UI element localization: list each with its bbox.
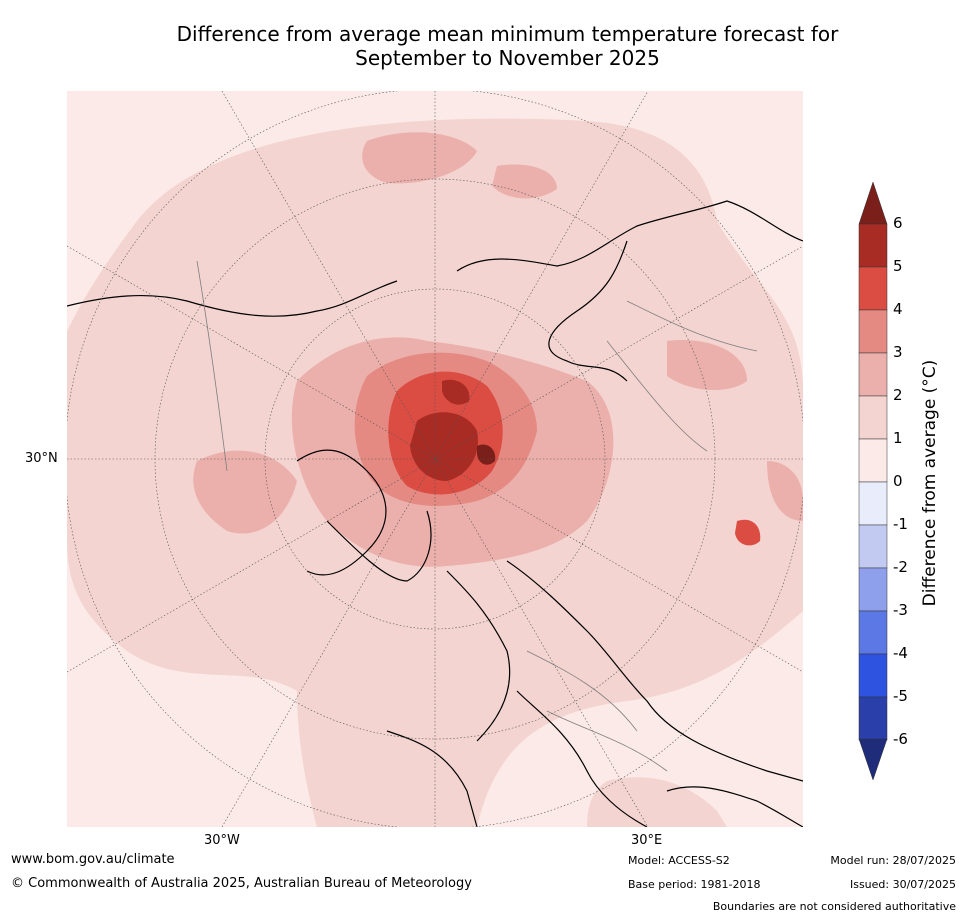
chart-title: Difference from average mean minimum tem…	[0, 22, 965, 70]
footer-boundaries-note: Boundaries are not considered authoritat…	[712, 900, 956, 913]
colorbar-label: Difference from average (°C)	[920, 359, 940, 607]
footer-base-period: Base period: 1981-2018	[628, 878, 761, 891]
colorbar-band	[858, 567, 888, 612]
footer-copyright: © Commonwealth of Australia 2025, Austra…	[11, 876, 472, 891]
colorbar-band	[858, 653, 888, 698]
colorbar-band	[858, 610, 888, 655]
colorbar-tick-label: 3	[893, 343, 903, 361]
colorbar-tick-label: -1	[893, 515, 908, 533]
colorbar-band	[858, 352, 888, 397]
colorbar-tick-label: -3	[893, 601, 908, 619]
colorbar-band	[858, 266, 888, 311]
anomaly-band-2-3-east	[667, 340, 747, 391]
colorbar-tick-label: -5	[893, 687, 908, 705]
colorbar-tick-label: 6	[893, 214, 903, 232]
coastlines	[67, 200, 803, 827]
title-line-1: Difference from average mean minimum tem…	[176, 22, 839, 46]
colorbar-band	[858, 696, 888, 741]
anomaly-band-2-3-north	[362, 132, 477, 184]
colorbar-tick-label: -2	[893, 558, 908, 576]
colorbar-tick-label: 0	[893, 472, 903, 490]
colorbar-tick-label: 1	[893, 429, 903, 447]
colorbar-tick-label: 4	[893, 300, 903, 318]
colorbar-top-arrow	[858, 182, 888, 225]
anomaly-band-2-3-far-east	[767, 461, 803, 521]
colorbar-tick-label: -6	[893, 730, 908, 748]
lon-label-30e: 30°E	[631, 833, 663, 848]
anomaly-band-2-3-west	[193, 450, 297, 534]
polar-map	[67, 91, 803, 827]
anomaly-band-above-6	[477, 444, 496, 465]
colorbar-tick-label: 2	[893, 386, 903, 404]
anomaly-band-1-2-lower	[297, 691, 447, 827]
colorbar-band	[858, 524, 888, 569]
colorbar-band	[858, 438, 888, 483]
footer-issued: Issued: 30/07/2025	[849, 878, 956, 891]
colorbar-bottom-arrow	[858, 738, 888, 781]
colorbar-band	[858, 481, 888, 526]
colorbar-tick-label: -4	[893, 644, 908, 662]
anomaly-band-5-6-north	[442, 379, 470, 405]
colorbar	[858, 182, 888, 781]
footer-model-run: Model run: 28/07/2025	[830, 854, 956, 867]
map-svg	[67, 91, 803, 827]
colorbar-tick-label: 5	[893, 257, 903, 275]
colorbar-band	[858, 309, 888, 354]
graticule	[67, 91, 803, 827]
anomaly-band-2-3-ne	[492, 164, 557, 199]
anomaly-band-5-6	[410, 412, 478, 481]
anomaly-band-4-5-hotspot	[735, 519, 761, 546]
anomaly-band-1-2-se	[587, 777, 727, 827]
colorbar-band	[858, 223, 888, 268]
lon-label-30w: 30°W	[204, 833, 240, 848]
footer-model: Model: ACCESS-S2	[628, 854, 730, 867]
country-boundaries	[196, 260, 758, 772]
footer-website: www.bom.gov.au/climate	[11, 852, 175, 867]
title-line-2: September to November 2025	[355, 46, 660, 70]
lat-label-30n: 30°N	[25, 451, 58, 466]
colorbar-band	[858, 395, 888, 440]
colorbar-bands	[858, 223, 888, 741]
